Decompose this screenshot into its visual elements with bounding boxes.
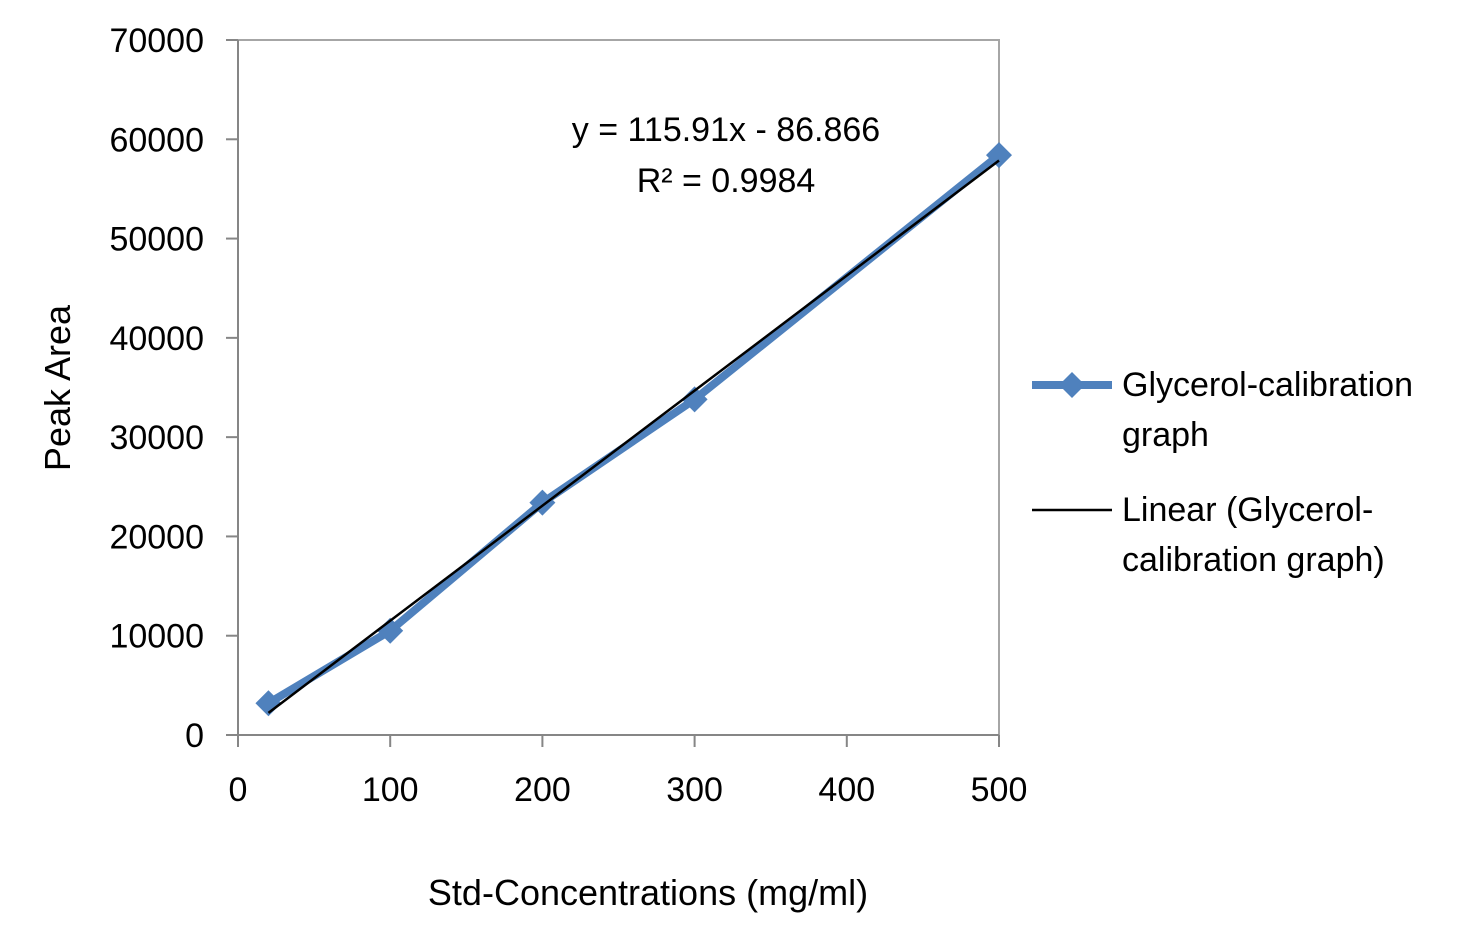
x-tick-label: 300 [666, 771, 723, 809]
equation-label: y = 115.91x - 86.866 [572, 111, 880, 149]
legend-series-marker [1059, 372, 1085, 398]
x-tick-label: 500 [971, 771, 1028, 809]
legend-series-label-line2: graph [1122, 416, 1209, 454]
x-tick-label: 0 [229, 771, 248, 809]
data-point-marker [255, 690, 282, 717]
x-tick-label: 200 [514, 771, 571, 809]
y-tick-label: 0 [185, 717, 204, 755]
trendline-layer [267, 159, 1000, 714]
legend-trendline-label-line1: Linear (Glycerol- [1122, 491, 1373, 529]
y-tick-label: 40000 [109, 320, 204, 358]
x-tick-label: 400 [818, 771, 875, 809]
y-tick-label: 10000 [109, 618, 204, 656]
y-tick-label: 20000 [109, 518, 204, 556]
r-squared-label: R² = 0.9984 [637, 162, 816, 200]
y-tick-label: 60000 [109, 121, 204, 159]
data-point-marker [529, 489, 556, 516]
trendline [267, 159, 1000, 714]
data-point-marker [681, 386, 708, 413]
y-tick-label: 70000 [109, 22, 204, 60]
y-tick-label: 50000 [109, 221, 204, 259]
axes [226, 39, 1000, 747]
data-point-marker [986, 142, 1012, 169]
x-axis-title: Std-Concentrations (mg/ml) [428, 872, 868, 913]
series-layer [255, 142, 1012, 717]
legend-series-label-line1: Glycerol-calibration [1122, 366, 1413, 404]
y-axis-title: Peak Area [37, 304, 78, 471]
y-tick-label: 30000 [109, 419, 204, 457]
legend: Glycerol-calibration graph Linear (Glyce… [1032, 366, 1413, 579]
legend-trendline-label-line2: calibration graph) [1122, 541, 1385, 579]
x-tick-label: 100 [362, 771, 419, 809]
tick-labels: 0 10000 20000 30000 40000 50000 60000 70000 0 100… [109, 22, 1027, 809]
